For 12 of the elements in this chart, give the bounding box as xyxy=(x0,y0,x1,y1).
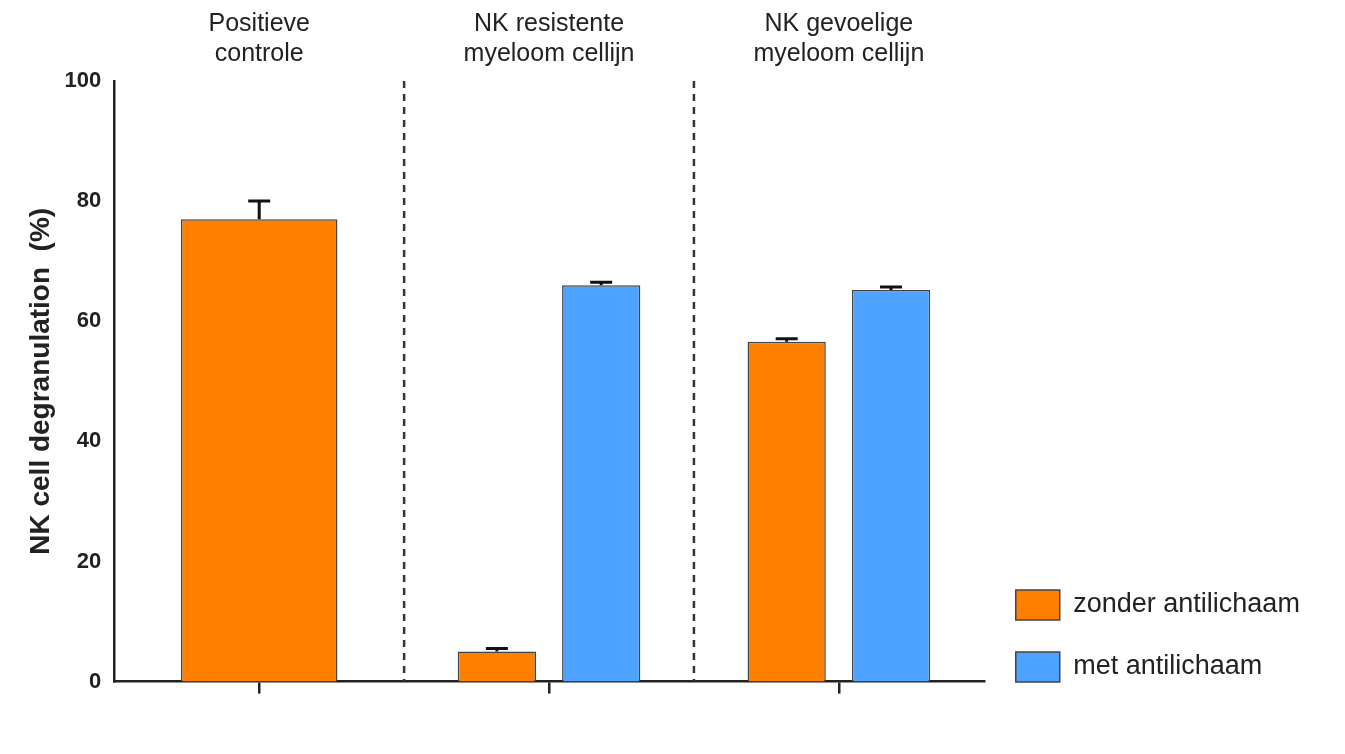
legend-label: met antilichaam xyxy=(1073,650,1263,681)
x-tick-label: NK gevoelige myeloom cellijn xyxy=(753,7,925,66)
x-tick-label: NK resistente myeloom cellijn xyxy=(463,7,635,66)
legend-label: zonder antilichaam xyxy=(1073,588,1300,619)
y-tick-label: 40 xyxy=(76,427,102,453)
y-tick-label: 0 xyxy=(89,667,102,693)
y-tick-label: 100 xyxy=(64,67,102,93)
y-tick-label: 20 xyxy=(76,547,102,573)
x-tick-label: Positieve controle xyxy=(208,7,310,66)
y-tick-label: 80 xyxy=(76,187,102,213)
y-axis-title: NK cell degranulation (%) xyxy=(23,207,55,555)
y-tick-label: 60 xyxy=(76,307,102,333)
